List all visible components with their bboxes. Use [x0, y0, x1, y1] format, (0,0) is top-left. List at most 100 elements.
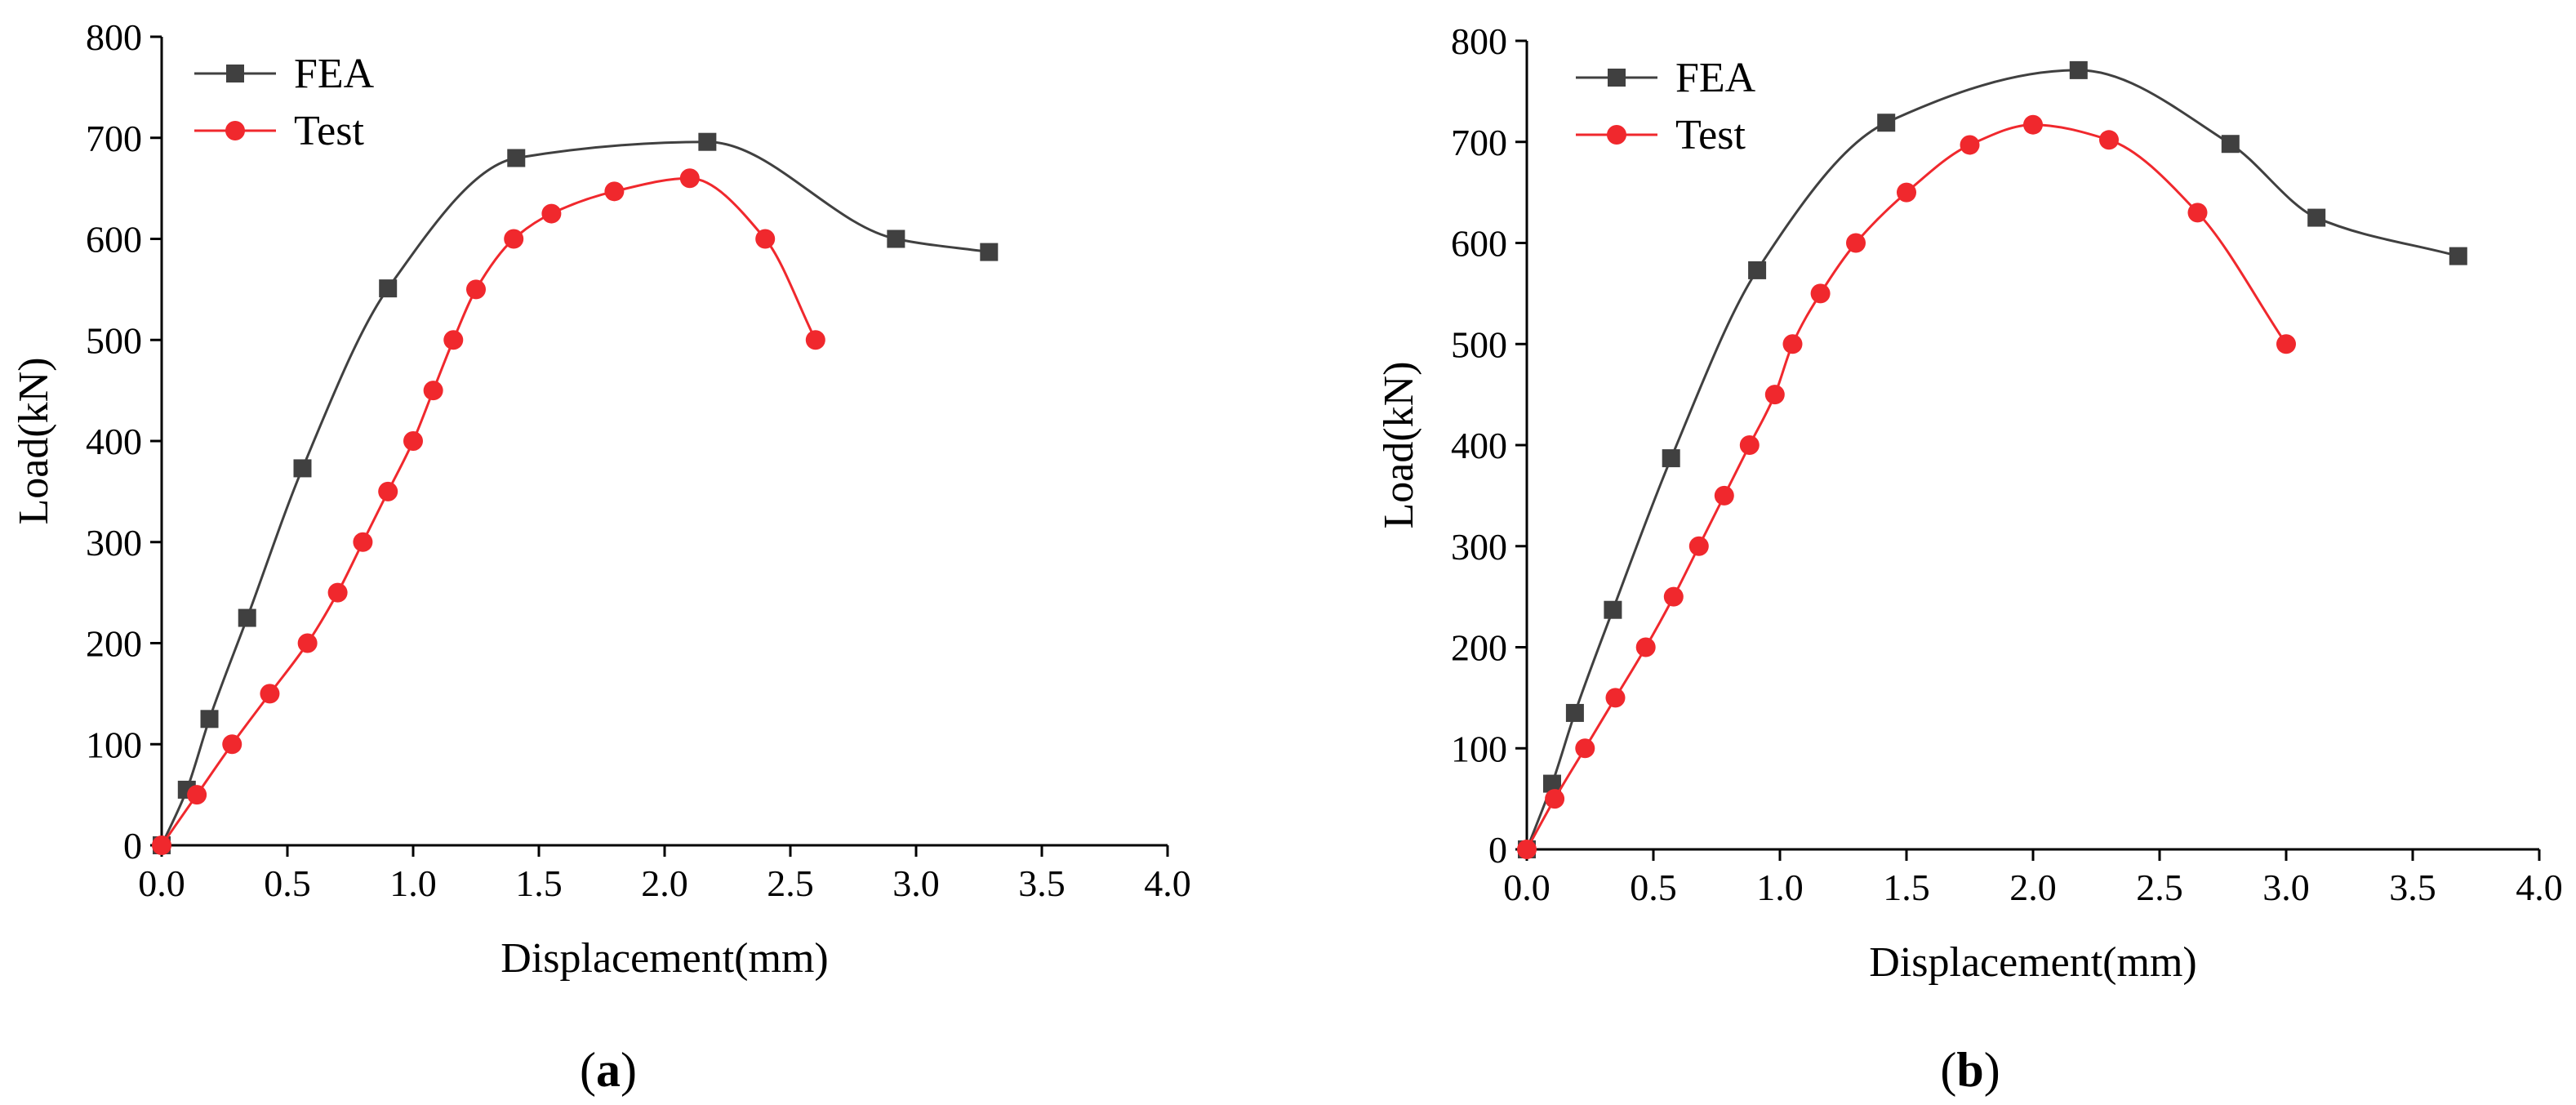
data-point-fea [238, 608, 256, 627]
data-point-test [504, 229, 524, 249]
y-tick-label: 200 [86, 623, 142, 665]
x-tick-label: 2.5 [2136, 867, 2183, 908]
data-point-test [423, 381, 443, 401]
data-point-fea [887, 229, 905, 248]
data-point-test [1764, 385, 1785, 405]
data-point-test [1739, 435, 1760, 455]
data-point-test [2187, 203, 2208, 223]
data-point-test [353, 532, 373, 552]
data-point-test [541, 203, 562, 224]
y-tick-label: 600 [1451, 223, 1507, 265]
data-point-test [1545, 789, 1565, 809]
x-tick-label: 3.5 [2389, 867, 2436, 908]
data-point-test [1810, 283, 1831, 304]
x-tick-label: 1.5 [1883, 867, 1930, 908]
series-line-fea [1525, 69, 2459, 850]
y-axis-title: Load(kN) [11, 357, 57, 524]
legend-item-test: Test [1576, 112, 1746, 158]
y-tick-label: 0 [1488, 829, 1507, 871]
data-point-test [1575, 738, 1595, 759]
data-point-test [2276, 334, 2296, 354]
data-point-test [1714, 485, 1734, 506]
data-point-test [403, 431, 423, 451]
x-tick-label: 3.5 [1018, 862, 1066, 904]
panel-caption: (a) [580, 1043, 637, 1097]
data-point-test [805, 330, 825, 350]
y-tick-label: 500 [86, 319, 142, 361]
legend-item-fea: FEA [1576, 55, 1756, 101]
x-tick-label: 1.0 [389, 862, 437, 904]
y-tick-label: 700 [86, 118, 142, 159]
data-point-fea [200, 710, 219, 728]
x-tick-label: 2.0 [2009, 867, 2057, 908]
data-point-test [1635, 637, 1656, 657]
data-point-fea [1748, 261, 1767, 279]
y-tick-label: 400 [86, 421, 142, 462]
data-point-test [755, 229, 776, 249]
data-point-test [1897, 182, 1916, 203]
y-tick-label: 100 [86, 724, 142, 765]
legend-label: FEA [294, 51, 375, 97]
x-tick-label: 2.0 [641, 862, 688, 904]
data-point-fea [2449, 247, 2467, 265]
data-point-fea [293, 459, 312, 478]
x-tick-label: 3.0 [2262, 867, 2310, 908]
data-point-test [1846, 233, 1866, 253]
y-tick-label: 100 [1451, 728, 1507, 769]
legend-item-test: Test [194, 108, 364, 154]
x-tick-label: 1.5 [515, 862, 563, 904]
data-point-test [187, 785, 207, 805]
data-point-fea [980, 243, 999, 261]
data-point-test [1605, 688, 1626, 708]
data-point-test [1688, 536, 1709, 556]
data-point-test [443, 330, 464, 350]
y-tick-label: 200 [1451, 627, 1507, 669]
data-point-test [222, 734, 242, 755]
data-point-fea [379, 279, 398, 298]
data-point-fea [1662, 449, 1680, 468]
y-tick-label: 800 [1451, 20, 1507, 62]
data-point-test [260, 684, 280, 704]
data-point-test [378, 481, 398, 501]
y-tick-label: 500 [1451, 323, 1507, 365]
data-point-test [1960, 135, 1980, 155]
y-tick-label: 300 [86, 522, 142, 564]
data-point-test [1663, 586, 1684, 607]
x-tick-label: 0.5 [1630, 867, 1677, 908]
legend-item-fea: FEA [194, 51, 375, 97]
data-point-fea [2221, 135, 2240, 154]
legend-label: Test [294, 108, 364, 154]
y-tick-label: 800 [86, 16, 142, 58]
data-point-test [679, 168, 700, 189]
legend-marker [1608, 69, 1626, 87]
panel-caption: (b) [1940, 1043, 2000, 1097]
x-tick-label: 4.0 [2516, 867, 2563, 908]
chart-panel-a: 0.0 0.5 1.0 1.5 2.0 2.5 3.0 3.5 4.0 0 100 200 300 400… [11, 16, 1191, 1097]
data-point-fea [2069, 60, 2088, 79]
x-tick-label: 0.5 [264, 862, 311, 904]
data-point-fea [2307, 208, 2326, 227]
chart-panel-b: 0.0 0.5 1.0 1.5 2.0 2.5 3.0 3.5 4.0 0 100 200 300 400… [1376, 20, 2563, 1097]
y-tick-label: 300 [1451, 526, 1507, 568]
data-point-test [152, 835, 171, 855]
data-point-fea [1877, 114, 1896, 132]
data-point-test [2023, 114, 2043, 135]
data-point-fea [507, 149, 526, 167]
x-tick-label: 4.0 [1144, 862, 1191, 904]
series-test [152, 168, 825, 855]
legend-marker [1607, 125, 1626, 145]
y-axis-title: Load(kN) [1376, 361, 1422, 528]
x-tick-label: 1.0 [1756, 867, 1804, 908]
legend-marker [225, 121, 245, 140]
legend-marker [226, 65, 244, 82]
x-tick-label: 0.0 [138, 862, 185, 904]
y-tick-label: 400 [1451, 425, 1507, 466]
x-tick-label: 0.0 [1503, 867, 1550, 908]
legend-label: FEA [1675, 55, 1756, 101]
data-point-test [466, 279, 486, 300]
series-test [1517, 114, 2296, 859]
legend-label: Test [1675, 112, 1746, 158]
data-point-test [2099, 130, 2119, 150]
x-axis-title: Displacement(mm) [1869, 939, 2196, 986]
